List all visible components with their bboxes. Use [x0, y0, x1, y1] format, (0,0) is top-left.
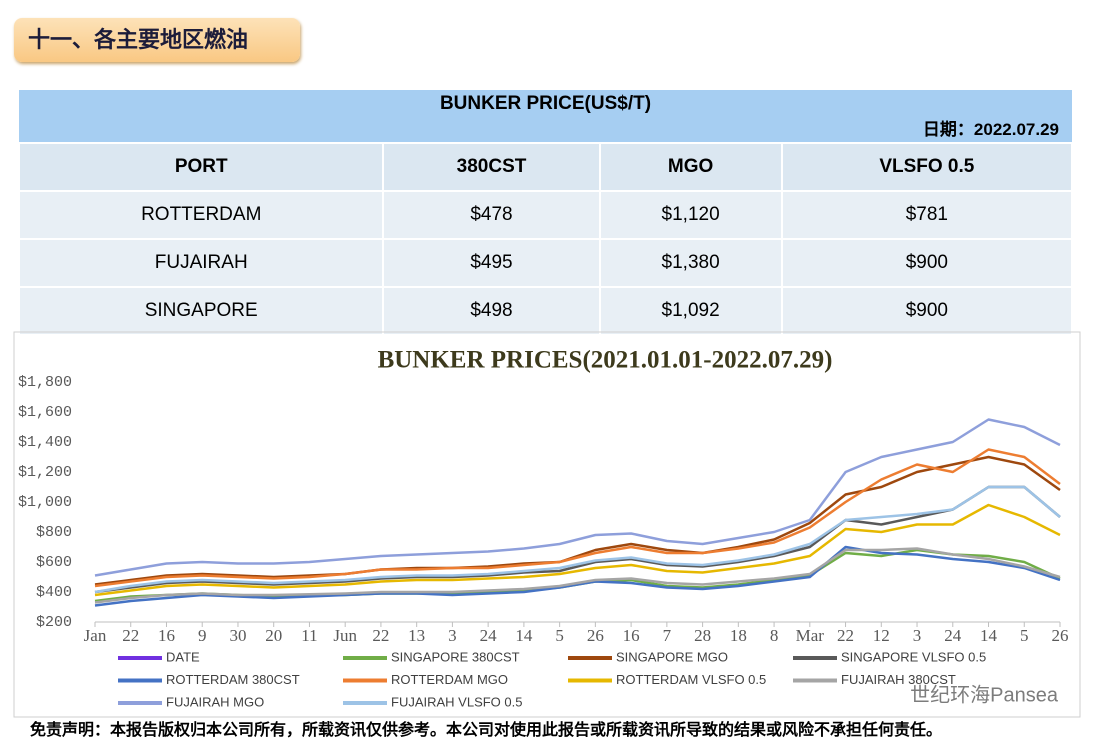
x-tick-label: 5: [1020, 626, 1029, 645]
series-line: [94, 448, 1061, 588]
x-tick-label: 24: [944, 626, 962, 645]
y-tick-label: $1,000: [18, 494, 72, 511]
legend-label: SINGAPORE VLSFO 0.5: [841, 649, 986, 664]
x-tick-label: 16: [623, 626, 640, 645]
y-tick-label: $600: [36, 554, 72, 571]
x-tick-label: 8: [770, 626, 779, 645]
x-tick-label: 22: [122, 626, 139, 645]
x-tick-label: 16: [158, 626, 175, 645]
x-tick-label: 14: [980, 626, 998, 645]
x-tick-label: 7: [663, 626, 672, 645]
legend-label: SINGAPORE MGO: [616, 649, 728, 664]
x-tick-label: 3: [448, 626, 457, 645]
section-title: 十一、各主要地区燃油: [14, 18, 300, 62]
x-tick-label: 24: [480, 626, 498, 645]
column-header: 380CST: [382, 142, 601, 192]
legend-label: ROTTERDAM VLSFO 0.5: [616, 672, 766, 687]
x-tick-label: 9: [198, 626, 207, 645]
series-line: [94, 503, 1061, 597]
cell: $495: [382, 238, 601, 288]
x-tick-label: 11: [301, 626, 317, 645]
chart-frame: [13, 331, 1081, 718]
x-tick-label: 22: [372, 626, 389, 645]
x-tick-label: 12: [873, 626, 890, 645]
y-tick-label: $1,600: [18, 404, 72, 421]
watermark: 世纪环海Pansea: [910, 683, 1059, 706]
legend-label: FUJAIRAH VLSFO 0.5: [391, 694, 522, 709]
series-line: [94, 547, 1061, 604]
x-tick-label: Mar: [796, 626, 825, 645]
cell: $1,092: [598, 286, 783, 336]
cell: ROTTERDAM: [17, 190, 385, 240]
cell: $900: [780, 286, 1074, 336]
y-tick-label: $1,400: [18, 434, 72, 451]
table-date: 日期：2022.07.29: [922, 120, 1059, 139]
x-tick-label: 5: [555, 626, 564, 645]
price-table: BUNKER PRICE(US$/T) 日期：2022.07.29 PORT 38…: [17, 90, 1074, 336]
chart-title: BUNKER PRICES(2021.01.01-2022.07.29): [378, 347, 833, 374]
cell: $900: [780, 238, 1074, 288]
series-line: [94, 545, 1061, 607]
legend-label: FUJAIRAH 380CST: [841, 672, 956, 687]
y-tick-label: $400: [36, 584, 72, 601]
cell: SINGAPORE: [17, 286, 385, 336]
y-tick-label: $1,200: [18, 464, 72, 481]
x-tick-label: 14: [515, 626, 533, 645]
column-header: VLSFO 0.5: [780, 142, 1074, 192]
series-line: [94, 455, 1061, 586]
legend-label: DATE: [166, 649, 200, 664]
legend-label: ROTTERDAM 380CST: [166, 672, 300, 687]
cell: $478: [382, 190, 601, 240]
series-line: [94, 485, 1061, 594]
x-tick-label: 13: [408, 626, 425, 645]
cell: $1,120: [598, 190, 783, 240]
series-line: [94, 485, 1061, 594]
series-line: [94, 548, 1061, 603]
y-tick-label: $800: [36, 524, 72, 541]
table-title-cell: BUNKER PRICE(US$/T) 日期：2022.07.29: [19, 90, 1072, 143]
y-tick-label: $1,800: [18, 374, 72, 391]
column-header: MGO: [598, 142, 783, 192]
series-line: [94, 418, 1061, 577]
x-tick-label: 26: [587, 626, 604, 645]
cell: FUJAIRAH: [17, 238, 385, 288]
column-header: PORT: [17, 142, 385, 192]
x-tick-label: 18: [730, 626, 747, 645]
x-tick-label: 30: [229, 626, 246, 645]
cell: $1,380: [598, 238, 783, 288]
x-tick-label: 26: [1052, 626, 1069, 645]
x-tick-label: Jan: [84, 626, 107, 645]
legend-label: FUJAIRAH MGO: [166, 694, 264, 709]
x-tick-label: 28: [694, 626, 711, 645]
x-tick-label: 3: [913, 626, 922, 645]
table-title: BUNKER PRICE(US$/T): [439, 93, 652, 114]
cell: $781: [780, 190, 1074, 240]
y-tick-label: $200: [36, 614, 72, 631]
legend-label: SINGAPORE 380CST: [391, 649, 520, 664]
legend-label: ROTTERDAM MGO: [391, 672, 508, 687]
x-tick-label: 22: [837, 626, 854, 645]
cell: $498: [382, 286, 601, 336]
x-tick-label: 20: [265, 626, 282, 645]
disclaimer: 免责声明：本报告版权归本公司所有，所载资讯仅供参考。本公司对使用此报告或所载资讯…: [30, 722, 943, 739]
x-tick-label: Jun: [333, 626, 357, 645]
